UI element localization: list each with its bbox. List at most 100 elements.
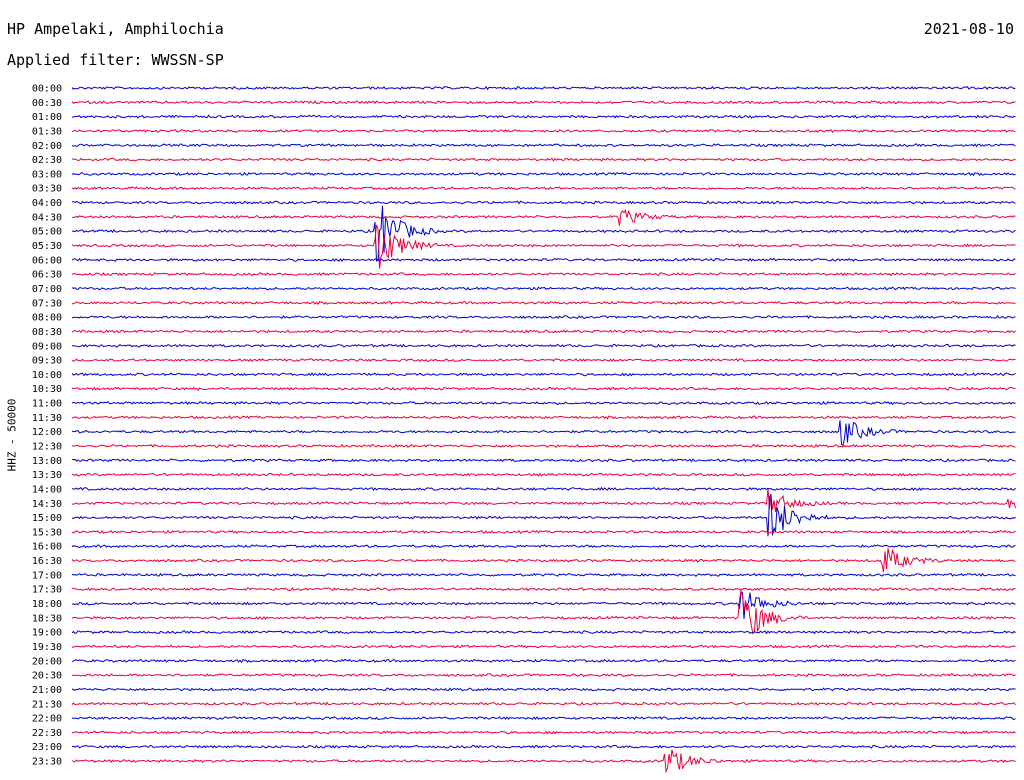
trace-line [71, 590, 1016, 636]
row-label: 21:00 [32, 685, 62, 696]
row-label: 21:30 [32, 699, 62, 710]
trace-line [71, 687, 1016, 692]
trace-line [71, 420, 1016, 446]
row-label: 12:30 [32, 442, 62, 453]
row-label: 01:00 [32, 112, 62, 123]
trace-line [71, 744, 1016, 749]
trace-line [71, 128, 1016, 133]
trace-line [71, 529, 1016, 535]
row-labels: 00:00 00:30 01:00 01:30 02:00 02:30 03:00 03:30… [32, 84, 62, 768]
trace-line [71, 171, 1016, 177]
trace-line [71, 630, 1016, 635]
row-label: 14:00 [32, 484, 62, 495]
trace-line [71, 257, 1016, 262]
row-label: 20:00 [32, 656, 62, 667]
row-label: 23:30 [32, 757, 62, 768]
trace-line [71, 208, 1016, 226]
row-label: 10:30 [32, 384, 62, 395]
trace-line [71, 386, 1016, 391]
trace-line [71, 716, 1016, 721]
trace-line [71, 329, 1016, 334]
row-label: 02:30 [32, 155, 62, 166]
trace-line [71, 343, 1016, 348]
trace-line [71, 400, 1016, 406]
trace-line [71, 586, 1016, 592]
row-label: 18:00 [32, 599, 62, 610]
trace-line [71, 488, 1016, 512]
trace-line [71, 730, 1016, 735]
row-label: 00:00 [32, 84, 62, 95]
row-label: 09:00 [32, 341, 62, 352]
trace-line [71, 644, 1016, 649]
trace-line [72, 300, 1016, 306]
trace-line [71, 544, 1016, 549]
trace-line [71, 591, 1016, 620]
trace-line [71, 157, 1016, 162]
row-label: 23:00 [32, 742, 62, 753]
row-label: 01:30 [32, 126, 62, 137]
trace-line [71, 749, 1016, 774]
row-label: 19:00 [32, 628, 62, 639]
trace-line [71, 205, 1016, 262]
row-label: 16:00 [32, 542, 62, 553]
trace-line [71, 494, 1016, 537]
row-label: 15:30 [32, 527, 62, 538]
row-label: 17:00 [32, 570, 62, 581]
trace-line [71, 472, 1016, 477]
row-label: 22:00 [32, 714, 62, 725]
trace-line [71, 458, 1016, 463]
row-label: 07:00 [32, 284, 62, 295]
row-label: 18:30 [32, 613, 62, 624]
trace-line [71, 415, 1016, 420]
row-label: 20:30 [32, 671, 62, 682]
date-label: 2021-08-10 [923, 20, 1014, 38]
trace-line [71, 143, 1016, 148]
row-label: 06:30 [32, 270, 62, 281]
row-label: 08:30 [32, 327, 62, 338]
trace-line [71, 200, 1016, 205]
row-label: 03:00 [32, 169, 62, 180]
trace-line [71, 186, 1016, 191]
trace-line [71, 672, 1016, 678]
trace-line [71, 658, 1016, 664]
trace-line [71, 701, 1016, 706]
row-label: 14:30 [32, 499, 62, 510]
trace-line [71, 100, 1016, 105]
trace-line [71, 372, 1016, 377]
trace-line [71, 114, 1016, 119]
trace-line [71, 358, 1016, 363]
trace-line [71, 572, 1016, 577]
row-label: 15:00 [32, 513, 62, 524]
row-label: 06:00 [32, 255, 62, 266]
row-label: 22:30 [32, 728, 62, 739]
row-label: 12:00 [32, 427, 62, 438]
row-label: 09:30 [32, 356, 62, 367]
filter-label: Applied filter: WWSSN-SP [7, 51, 224, 69]
row-label: 00:30 [32, 98, 62, 109]
trace-line [71, 548, 1016, 573]
station-title: HP Ampelaki, Amphilochia [7, 20, 224, 38]
trace-line [71, 272, 1016, 277]
row-label: 04:00 [32, 198, 62, 209]
row-label: 11:00 [32, 399, 62, 410]
trace-line [71, 224, 1016, 269]
row-label: 11:30 [32, 413, 62, 424]
row-label: 08:00 [32, 313, 62, 324]
row-label: 16:30 [32, 556, 62, 567]
trace-line [71, 443, 1016, 449]
trace-line [71, 286, 1016, 291]
row-label: 03:30 [32, 184, 62, 195]
row-label: 05:30 [32, 241, 62, 252]
row-label: 07:30 [32, 298, 62, 309]
traces [71, 85, 1016, 774]
row-label: 02:00 [32, 141, 62, 152]
trace-line [71, 314, 1016, 320]
trace-line [71, 486, 1016, 492]
row-label: 13:00 [32, 456, 62, 467]
row-label: 19:30 [32, 642, 62, 653]
row-label: 13:30 [32, 470, 62, 481]
trace-line [71, 85, 1016, 91]
row-label: 05:00 [32, 227, 62, 238]
row-label: 04:30 [32, 212, 62, 223]
